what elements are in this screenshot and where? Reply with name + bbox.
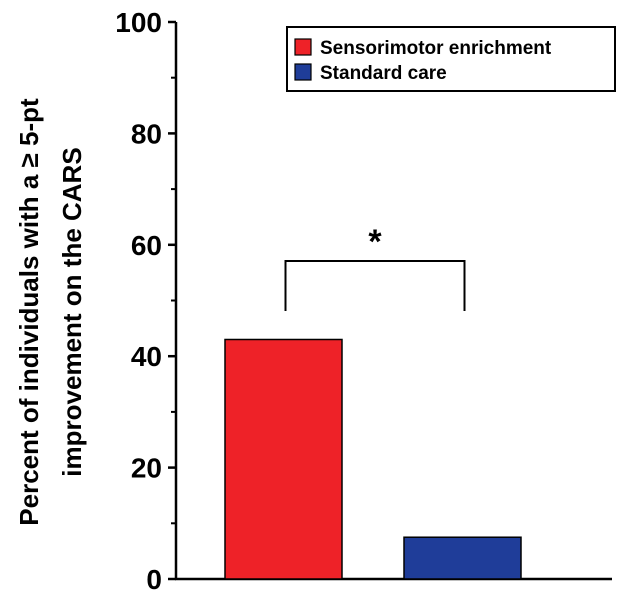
bar-standard-care (403, 536, 522, 580)
significance-star: * (368, 223, 382, 261)
y-axis-label: Percent of individuals with a ≥ 5-pt imp… (14, 98, 87, 526)
bar-sensorimotor-enrichment (224, 338, 343, 580)
legend-label: Standard care (320, 63, 447, 84)
y-tick-label: 60 (131, 230, 162, 261)
y-tick-label: 0 (146, 564, 162, 594)
legend-box (286, 26, 616, 92)
legend-swatch (294, 38, 312, 56)
legend-label: Sensorimotor enrichment (320, 38, 552, 59)
y-tick-label: 20 (131, 453, 162, 484)
y-axis-label-line1: Percent of individuals with a ≥ 5-pt (14, 98, 44, 526)
y-tick-label: 80 (131, 118, 162, 149)
legend-swatch (294, 63, 312, 81)
legend: Sensorimotor enrichment Standard care (286, 26, 616, 92)
y-tick-label: 100 (115, 7, 162, 38)
significance-bracket: * (284, 223, 466, 311)
y-ticks: 0 20 40 60 80 100 (115, 7, 176, 594)
y-axis-label-line2: improvement on the CARS (57, 147, 87, 476)
significance-bracket-line (284, 260, 466, 311)
y-tick-label: 40 (131, 341, 162, 372)
bars (224, 338, 522, 580)
